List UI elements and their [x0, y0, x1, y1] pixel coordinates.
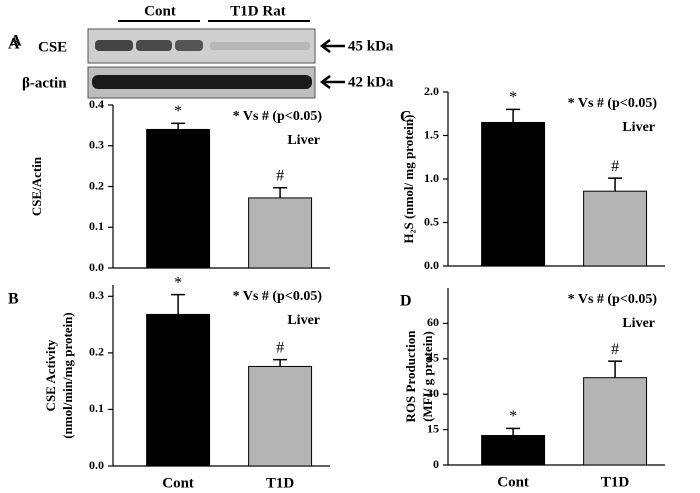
y-axis-label: CSE/Actin — [29, 156, 44, 216]
arrow — [319, 75, 345, 89]
significance-marker: # — [611, 341, 619, 358]
blot-band — [92, 75, 312, 89]
y-tick-label: 1.0 — [424, 171, 439, 185]
y-tick-label: 0.3 — [89, 138, 104, 152]
panel-letter: C — [400, 109, 412, 126]
y-tick-label: 0.1 — [89, 219, 104, 233]
panel-letter: D — [400, 293, 412, 310]
y-tick-label: 0.2 — [89, 178, 104, 192]
size-label: 42 kDa — [348, 74, 394, 90]
y-tick-label: 0.3 — [89, 288, 104, 302]
y-tick-label: 0.5 — [424, 214, 439, 228]
y-tick-label: 1.5 — [424, 127, 439, 141]
significance-marker: * — [509, 408, 517, 425]
tissue-label: Liver — [287, 313, 320, 328]
blot-band — [95, 40, 133, 51]
y-tick-label: 2.0 — [424, 84, 439, 98]
bar — [481, 121, 546, 267]
tissue-label: Liver — [622, 120, 655, 135]
y-axis-label: H₂S (nmol/ mg protein) — [401, 115, 416, 244]
panel-letter: A — [8, 36, 20, 53]
significance-marker: # — [276, 339, 284, 356]
significance-marker: # — [611, 158, 619, 175]
y-tick-label: 0.1 — [89, 401, 104, 415]
note: * Vs # (p<0.05) — [233, 109, 323, 124]
blot-band — [136, 40, 172, 51]
x-tick-label: T1D — [266, 475, 295, 491]
tissue-label: Liver — [287, 133, 320, 148]
note: * Vs # (p<0.05) — [233, 289, 323, 304]
y-tick-label: 0.0 — [424, 258, 439, 272]
x-tick-label: Cont — [162, 475, 194, 491]
bar — [583, 190, 648, 267]
bar — [481, 435, 546, 466]
y-tick-label: 30 — [427, 386, 439, 400]
y-axis-label: (MFI/ g protein) — [420, 331, 435, 422]
bar — [146, 128, 211, 269]
y-axis-label: CSE Activity — [43, 339, 58, 411]
x-tick-label: Cont — [497, 474, 529, 490]
panel-letter: B — [8, 291, 19, 308]
x-tick-label: T1D — [601, 474, 630, 490]
bar — [248, 365, 313, 467]
western-blot: A Cont T1D Rat CSE β-actin 45 kDa 42 kDa — [10, 3, 394, 99]
note: * Vs # (p<0.05) — [568, 96, 658, 111]
y-tick-label: 0.4 — [89, 97, 104, 111]
y-tick-label: 0.2 — [89, 345, 104, 359]
tissue-label: Liver — [622, 316, 655, 331]
arrow — [319, 39, 345, 53]
bar — [583, 377, 648, 466]
group-label: Cont — [144, 3, 176, 19]
bar — [146, 313, 211, 467]
y-tick-label: 60 — [427, 315, 439, 329]
y-tick-label: 0 — [433, 457, 439, 471]
group-label: T1D Rat — [230, 3, 285, 19]
y-tick-label: 0.0 — [89, 458, 104, 472]
y-axis-label: ROS Production — [403, 330, 418, 423]
blot-band — [175, 40, 203, 51]
significance-marker: # — [276, 167, 284, 184]
significance-marker: * — [174, 103, 182, 120]
note: * Vs # (p<0.05) — [568, 292, 658, 307]
bar — [248, 197, 313, 269]
significance-marker: * — [509, 89, 517, 106]
significance-marker: * — [174, 274, 182, 291]
panel-letter: A — [10, 33, 22, 50]
blot-band — [210, 42, 310, 50]
y-tick-label: 45 — [427, 351, 439, 365]
y-tick-label: 0.0 — [89, 260, 104, 274]
y-axis-label: (nmol/min/mg protein) — [60, 312, 75, 439]
size-label: 45 kDa — [348, 38, 394, 54]
y-tick-label: 15 — [427, 421, 439, 435]
row-label: CSE — [38, 39, 67, 55]
row-label: β-actin — [22, 75, 67, 91]
